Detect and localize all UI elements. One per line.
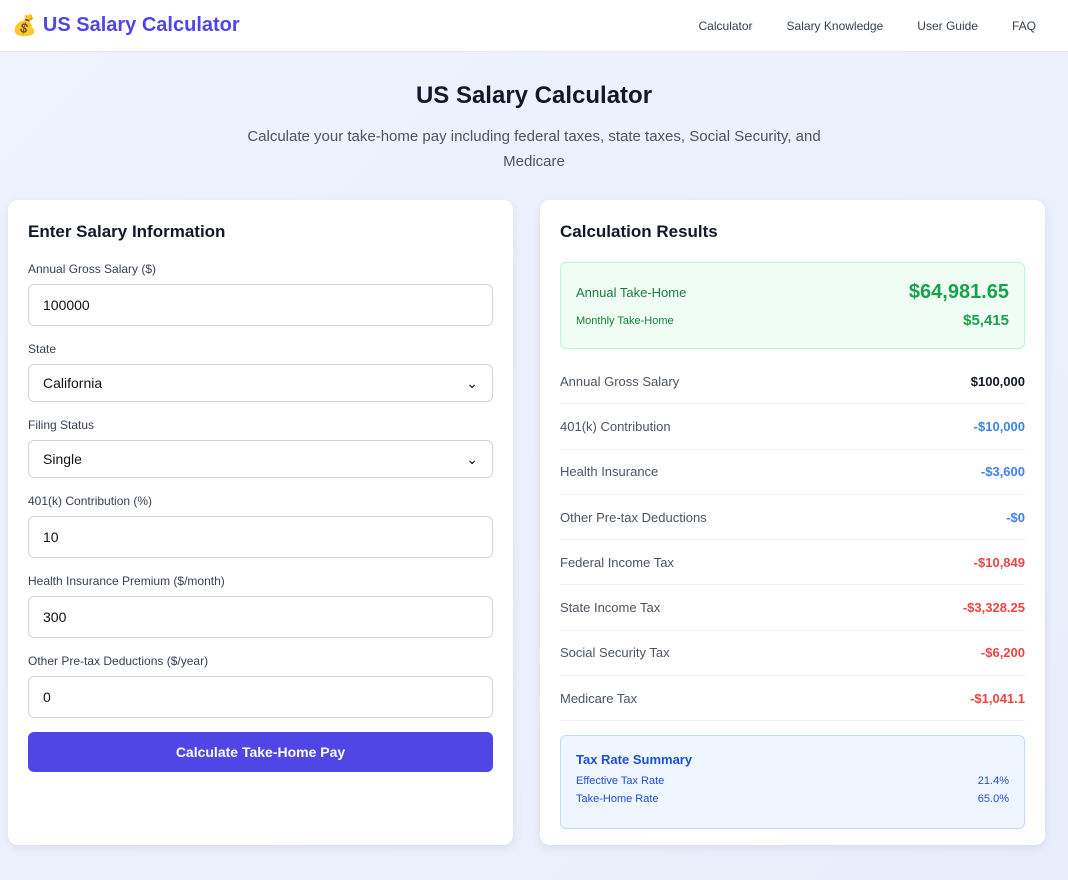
result-label: Other Pre-tax Deductions [560, 509, 707, 525]
health-value: 300 [43, 609, 67, 625]
summary-title: Tax Rate Summary [576, 752, 693, 768]
take-home-box: Annual Take-Home $64,981.65 Monthly Take-… [560, 262, 1025, 349]
nav-user-guide[interactable]: User Guide [917, 18, 978, 33]
health-input[interactable]: 300 [28, 596, 493, 638]
salary-input[interactable]: 100000 [28, 284, 493, 326]
monthly-value: $5,415 [963, 312, 1009, 329]
result-label: 401(k) Contribution [560, 418, 671, 434]
effective-label: Effective Tax Rate [576, 775, 665, 788]
result-label: State Income Tax [560, 600, 661, 616]
nav: Calculator Salary Knowledge User Guide F… [699, 19, 1056, 33]
monthly-label: Monthly Take-Home [576, 314, 674, 327]
k401-input[interactable]: 10 [28, 516, 493, 558]
money-bag-icon: 💰 [12, 15, 37, 37]
other-label: Other Pre-tax Deductions ($/year) [28, 654, 209, 668]
header: 💰 US Salary Calculator Calculator Salary … [0, 0, 1068, 52]
site-title: US Salary Calculator [42, 14, 240, 36]
result-value: $100,000 [970, 373, 1025, 389]
takehome-value: 65.0% [977, 793, 1009, 806]
other-input[interactable]: 0 [28, 676, 493, 718]
chevron-down-icon: ⌄ [466, 450, 478, 467]
filing-select[interactable]: Single ⌄ [28, 440, 493, 478]
effective-value: 21.4% [977, 775, 1009, 788]
annual-value: $64,981.65 [908, 281, 1009, 303]
page-subtitle: Calculate your take-home pay including f… [247, 128, 821, 170]
result-row: Social Security Tax -$6,200 [560, 631, 1025, 677]
result-label: Annual Gross Salary [560, 373, 680, 389]
annual-label: Annual Take-Home [576, 285, 687, 300]
chevron-down-icon: ⌄ [466, 374, 478, 391]
results-card: Calculation Results Annual Take-Home $64,… [540, 200, 1045, 845]
tax-rate-summary: Tax Rate Summary Effective Tax Rate 21.4%… [560, 735, 1025, 830]
result-row: 401(k) Contribution -$10,000 [560, 404, 1025, 450]
result-value: -$10,000 [973, 418, 1025, 434]
filing-value: Single [43, 451, 82, 467]
result-row: Other Pre-tax Deductions -$0 [560, 495, 1025, 541]
salary-value: 100000 [43, 297, 90, 313]
takehome-label: Take-Home Rate [576, 793, 659, 806]
form-title: Enter Salary Information [28, 222, 226, 241]
result-row: Medicare Tax -$1,041.1 [560, 676, 1025, 722]
result-value: -$3,600 [980, 464, 1025, 480]
result-value: -$1,041.1 [970, 690, 1025, 706]
calculate-button[interactable]: Calculate Take-Home Pay [28, 732, 493, 772]
k401-label: 401(k) Contribution (%) [28, 494, 153, 508]
salary-form-card: Enter Salary Information Annual Gross Sa… [8, 200, 513, 845]
result-label: Social Security Tax [560, 645, 670, 661]
result-value: -$3,328.25 [962, 600, 1025, 616]
k401-value: 10 [43, 529, 59, 545]
result-value: -$0 [1006, 509, 1025, 525]
result-row: Federal Income Tax -$10,849 [560, 540, 1025, 586]
salary-label: Annual Gross Salary ($) [28, 262, 157, 276]
state-value: California [43, 375, 103, 391]
result-row: Annual Gross Salary $100,000 [560, 359, 1025, 405]
state-label: State [28, 342, 57, 356]
page-title: US Salary Calculator [415, 82, 653, 109]
result-label: Health Insurance [560, 464, 659, 480]
other-value: 0 [43, 689, 51, 705]
result-value: -$10,849 [973, 554, 1025, 570]
result-label: Medicare Tax [560, 690, 638, 706]
results-title: Calculation Results [560, 222, 718, 241]
nav-faq[interactable]: FAQ [1011, 18, 1036, 33]
filing-label: Filing Status [28, 418, 95, 432]
result-label: Federal Income Tax [560, 554, 674, 570]
health-label: Health Insurance Premium ($/month) [28, 574, 225, 588]
brand-logo[interactable]: 💰 US Salary Calculator [12, 13, 240, 38]
result-row: Health Insurance -$3,600 [560, 450, 1025, 495]
result-value: -$6,200 [980, 645, 1025, 661]
nav-salary-knowledge[interactable]: Salary Knowledge [786, 18, 884, 33]
nav-calculator[interactable]: Calculator [698, 18, 753, 33]
state-select[interactable]: California ⌄ [28, 364, 493, 402]
result-row: State Income Tax -$3,328.25 [560, 585, 1025, 631]
